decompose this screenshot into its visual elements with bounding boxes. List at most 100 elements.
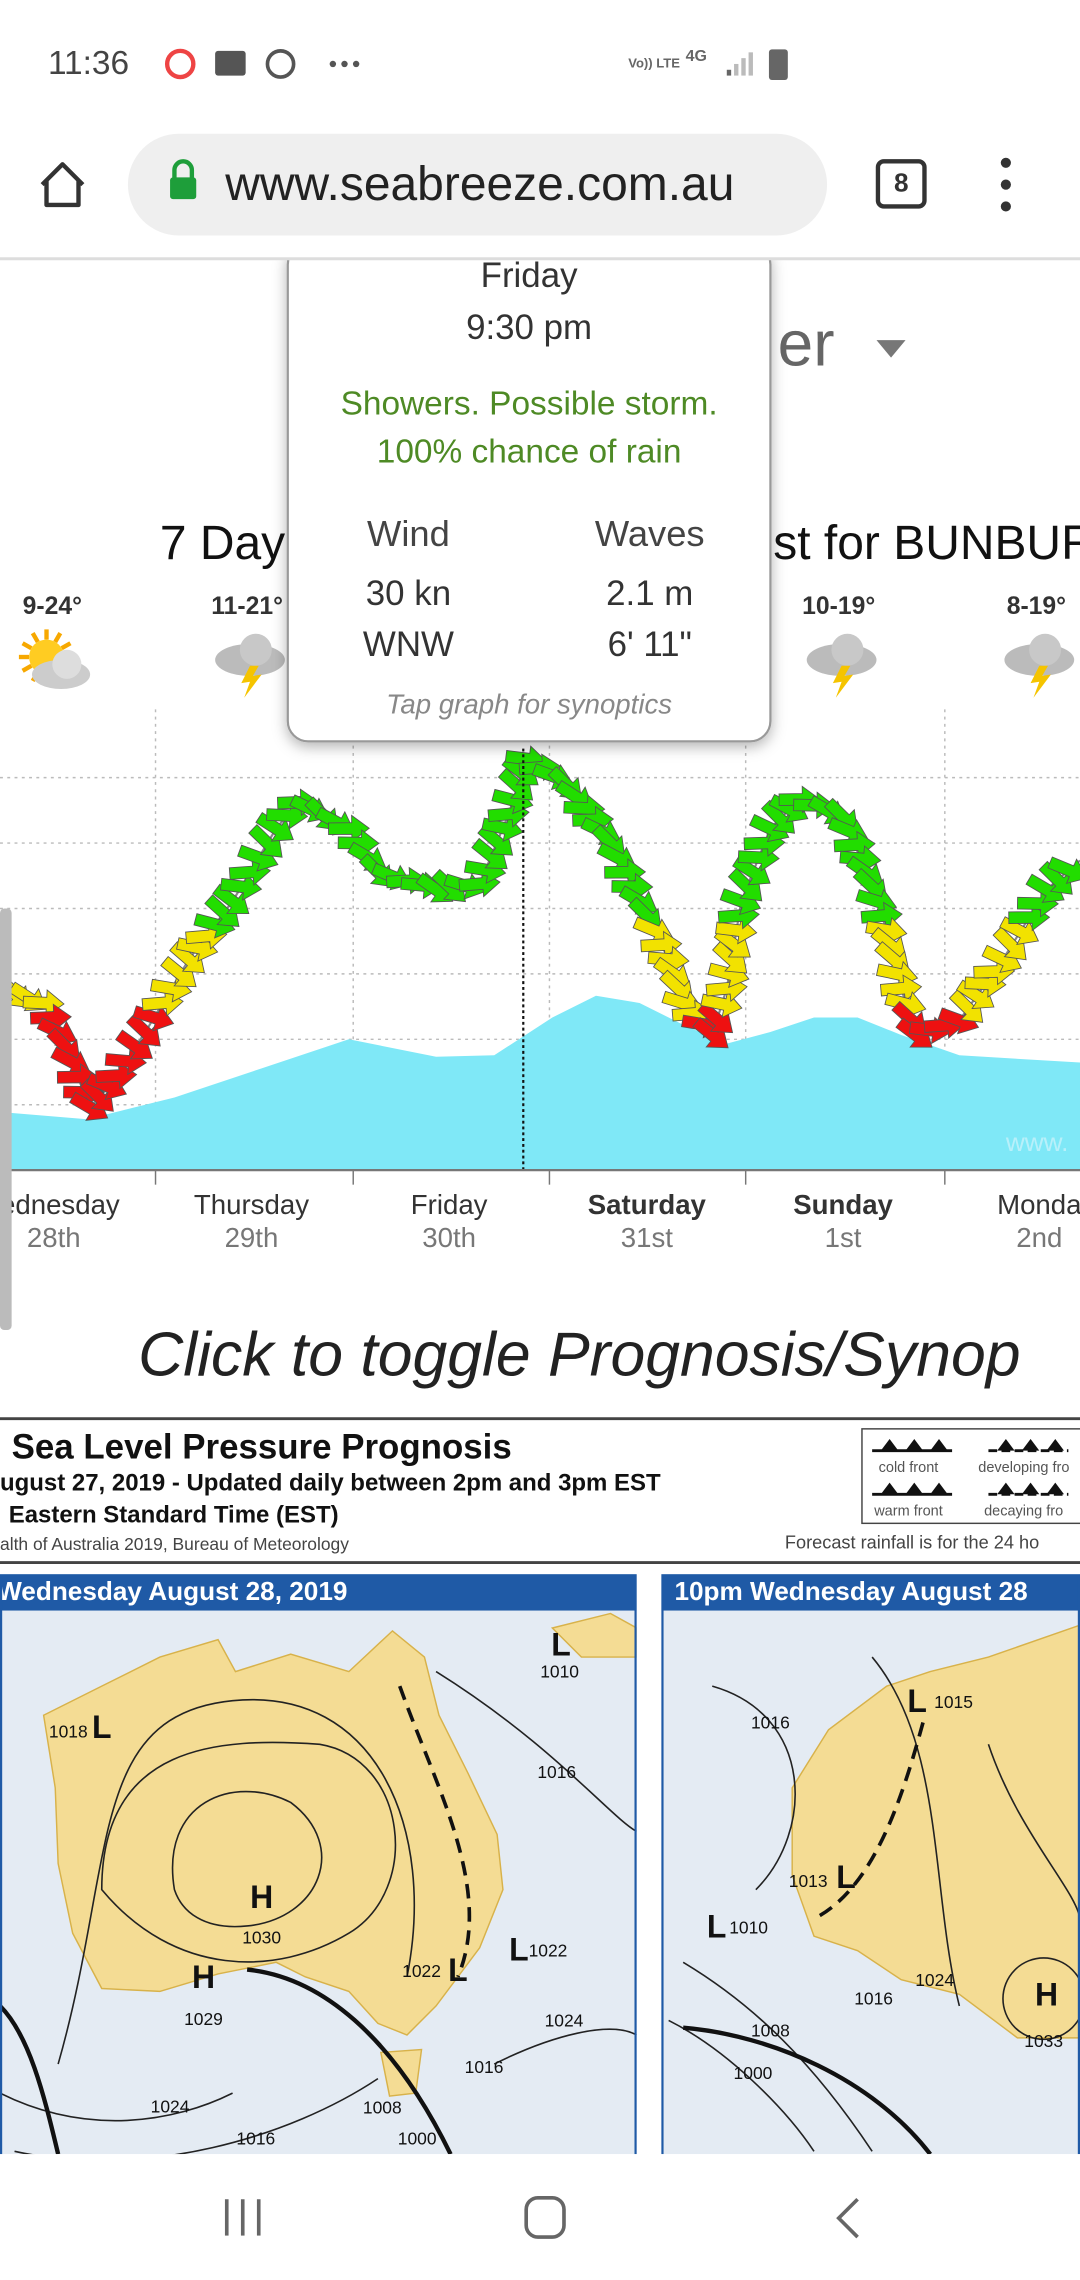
map-title: Wednesday August 28, 2019 xyxy=(0,1576,347,1606)
isobar-label: 1022 xyxy=(402,1961,441,1981)
synoptic-title: Sea Level Pressure Prognosis xyxy=(12,1427,512,1466)
day-label: Sunday xyxy=(793,1189,893,1220)
synoptic-map[interactable]: Wednesday August 28, 2019L10181016H1030H… xyxy=(0,1574,637,2184)
isobar-label: 1024 xyxy=(151,2096,190,2116)
trough xyxy=(398,1685,472,1978)
map-title: 10pm Wednesday August 28 xyxy=(674,1576,1027,1606)
pressure-centre: L xyxy=(551,1626,571,1662)
isobar xyxy=(871,1656,961,2007)
lightning xyxy=(241,665,262,698)
legend-front-symbol xyxy=(880,1482,899,1495)
more-dot xyxy=(352,60,360,68)
wind-arrow xyxy=(839,845,882,873)
map-border xyxy=(0,1574,637,2155)
date-label: 28th xyxy=(27,1222,81,1253)
temperature-range: 11-21° xyxy=(211,593,283,620)
menu-dot xyxy=(1000,157,1011,168)
scroll-handle[interactable] xyxy=(0,908,12,1331)
rainfall-note: Forecast rainfall is for the 24 ho xyxy=(785,1532,1039,1552)
isobar xyxy=(987,1744,1080,1919)
legend-item: cold front xyxy=(879,1460,939,1476)
signal-bar xyxy=(726,69,732,76)
forecast-graph[interactable]: www. xyxy=(0,709,1080,1185)
menu-button[interactable] xyxy=(981,153,1030,218)
tooltip-value: WNW xyxy=(363,625,454,664)
synoptic-chart[interactable]: Sea Level Pressure Prognosis ugust 27, 20… xyxy=(0,1427,1080,2184)
isobar-label: 1033 xyxy=(1024,2031,1063,2051)
tooltip-value: 30 kn xyxy=(366,574,451,613)
cloud xyxy=(52,649,82,679)
synoptic-copyright: alth of Australia 2019, Bureau of Meteor… xyxy=(0,1534,349,1554)
tab-switcher[interactable] xyxy=(875,159,927,209)
recents-hit[interactable] xyxy=(211,2188,275,2246)
isobar-label: 1024 xyxy=(545,2011,584,2031)
wind-arrow xyxy=(212,883,250,914)
weather-icon xyxy=(18,629,91,689)
isobar xyxy=(682,1961,873,2152)
wind-arrow xyxy=(219,873,263,901)
legend-front-symbol xyxy=(930,1482,948,1495)
tooltip-header: Wind xyxy=(367,513,450,554)
tooltip-hint: Tap graph for synoptics xyxy=(386,689,672,720)
pressure-centre: H xyxy=(250,1879,273,1915)
isobar xyxy=(171,1790,323,1928)
home-nav-button[interactable] xyxy=(524,2195,566,2239)
tooltip-value: 6' 11" xyxy=(608,625,692,664)
isobar-label: 1000 xyxy=(734,2063,773,2083)
trough xyxy=(813,1722,925,1921)
tooltip-header: Waves xyxy=(595,513,705,554)
tooltip-time: 9:30 pm xyxy=(466,308,592,347)
wind-arrow xyxy=(760,799,795,834)
isobar xyxy=(100,1741,397,1963)
isobar-label: 1015 xyxy=(934,1692,973,1712)
swell-area xyxy=(0,995,1080,1171)
temperature-range: 10-19° xyxy=(802,593,875,620)
forecast-heading: st for BUNBUR xyxy=(773,517,1080,570)
legend-front-symbol xyxy=(905,1482,924,1495)
legend-front-symbol xyxy=(997,1482,1015,1495)
pressure-centre: H xyxy=(1035,1977,1058,2013)
wind-arrow xyxy=(125,1013,161,1047)
cold-front xyxy=(682,2025,933,2155)
lock-shackle xyxy=(172,159,195,179)
isobar-label: 1029 xyxy=(184,2009,223,2029)
wind-arrow xyxy=(865,916,908,945)
sun-ray xyxy=(60,641,72,651)
tooltip-rain: 100% chance of rain xyxy=(377,433,682,470)
cloud xyxy=(239,633,272,666)
isobar-label: 1022 xyxy=(529,1941,568,1961)
tooltip-summary: Showers. Possible storm. xyxy=(341,385,718,422)
back-button[interactable] xyxy=(836,2197,859,2239)
home-button[interactable] xyxy=(40,162,85,208)
isobar-label: 1013 xyxy=(789,1871,828,1891)
pressure-centre: L xyxy=(92,1709,112,1745)
nav-bar xyxy=(0,2154,1080,2280)
status-bar xyxy=(0,0,1080,128)
toggle-link[interactable]: Click to toggle Prognosis/Synop xyxy=(138,1320,1020,1390)
tooltip-box xyxy=(286,258,772,743)
more-dot xyxy=(341,60,348,68)
isobar-label: 1010 xyxy=(729,1917,768,1937)
synoptic-timezone: Eastern Standard Time (EST) xyxy=(9,1501,339,1528)
legend-front-symbol xyxy=(905,1439,924,1451)
address-bar[interactable] xyxy=(127,133,828,236)
isobar xyxy=(57,1698,416,2065)
isobar-label: 1016 xyxy=(537,1762,576,1782)
map-border xyxy=(661,1574,1080,2155)
isobar-label: 1030 xyxy=(242,1928,281,1948)
lightning xyxy=(1030,665,1051,698)
wind-arrow xyxy=(327,814,370,843)
more-dot xyxy=(329,60,337,68)
wind-arrow xyxy=(732,855,771,886)
isobar-label: 1000 xyxy=(398,2128,437,2148)
map-title-bar xyxy=(0,1574,637,1611)
dropdown-caret[interactable] xyxy=(876,340,906,358)
isobar xyxy=(712,1685,796,1891)
legend-front-symbol xyxy=(1046,1482,1065,1495)
isobar xyxy=(435,1670,637,1833)
legend-front-symbol xyxy=(997,1439,1015,1451)
legend-front-symbol xyxy=(880,1439,899,1451)
